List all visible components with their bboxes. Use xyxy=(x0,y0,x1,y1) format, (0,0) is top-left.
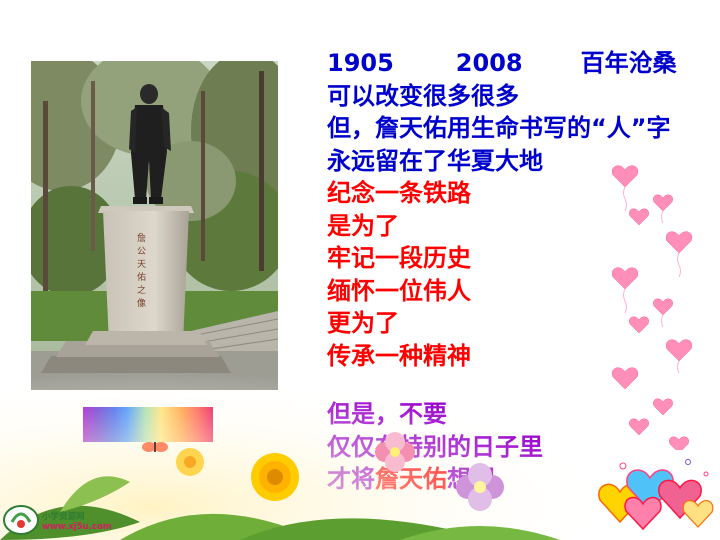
text-line-3: 但，詹天佑用生命书写的“人”字 xyxy=(327,114,671,142)
svg-text:像: 像 xyxy=(137,297,146,309)
logo-url: www.xj5u.com xyxy=(42,522,112,532)
logo-name: 小学资源网 xyxy=(42,512,85,522)
text-line-8: 缅怀一位伟人 xyxy=(327,276,471,305)
year-end: 2008 xyxy=(455,49,523,77)
text-line-9: 更为了 xyxy=(327,309,399,337)
text-line-6: 是为了 xyxy=(327,211,399,240)
svg-text:天: 天 xyxy=(137,260,146,270)
text-line-10: 传承一种精神 xyxy=(327,341,471,370)
svg-text:佑: 佑 xyxy=(137,271,146,283)
year-start: 1905 xyxy=(327,49,394,77)
pink-hearts-icon xyxy=(605,150,715,454)
svg-text:之: 之 xyxy=(137,284,146,296)
svg-text:詹: 詹 xyxy=(137,232,146,244)
text-line-1: 1905 2008 百年沧桑 xyxy=(327,47,720,80)
text-line-5: 纪念一条铁路 xyxy=(327,179,471,207)
text-line-7: 牢记一段历史 xyxy=(327,244,471,272)
text-line-4: 永远留在了华夏大地 xyxy=(327,146,543,175)
statue-photo: 詹 公 天 佑 之 像 xyxy=(31,61,278,390)
heart-cluster-icon xyxy=(598,452,716,536)
flowers-icon xyxy=(0,372,600,540)
century-phrase: 百年沧桑 xyxy=(580,49,677,77)
svg-text:公: 公 xyxy=(137,246,146,257)
site-logo: 小学资源网 www.xj5u.com xyxy=(2,500,120,538)
text-line-2: 可以改变很多很多 xyxy=(327,81,519,110)
